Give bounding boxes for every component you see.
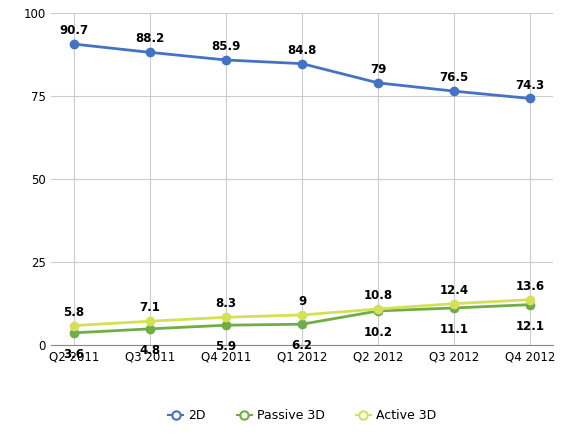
Text: 9: 9 xyxy=(298,295,306,308)
Text: 5.9: 5.9 xyxy=(215,340,237,354)
Text: 11.1: 11.1 xyxy=(439,323,469,336)
Text: 12.4: 12.4 xyxy=(439,284,469,297)
Text: 88.2: 88.2 xyxy=(136,32,165,46)
Text: 13.6: 13.6 xyxy=(515,280,545,293)
Text: 3.6: 3.6 xyxy=(64,348,84,361)
Text: 74.3: 74.3 xyxy=(515,79,545,91)
Legend: 2D, Passive 3D, Active 3D: 2D, Passive 3D, Active 3D xyxy=(163,404,441,427)
Text: 90.7: 90.7 xyxy=(59,24,89,37)
Text: 76.5: 76.5 xyxy=(439,71,469,84)
Text: 10.8: 10.8 xyxy=(364,289,393,302)
Text: 12.1: 12.1 xyxy=(516,320,544,333)
Text: 8.3: 8.3 xyxy=(215,297,237,310)
Text: 79: 79 xyxy=(370,63,386,76)
Text: 7.1: 7.1 xyxy=(140,301,161,314)
Text: 6.2: 6.2 xyxy=(292,339,312,352)
Text: 85.9: 85.9 xyxy=(211,40,241,53)
Text: 84.8: 84.8 xyxy=(287,44,317,57)
Text: 4.8: 4.8 xyxy=(140,344,161,357)
Text: 10.2: 10.2 xyxy=(364,326,393,339)
Text: 5.8: 5.8 xyxy=(63,305,85,319)
